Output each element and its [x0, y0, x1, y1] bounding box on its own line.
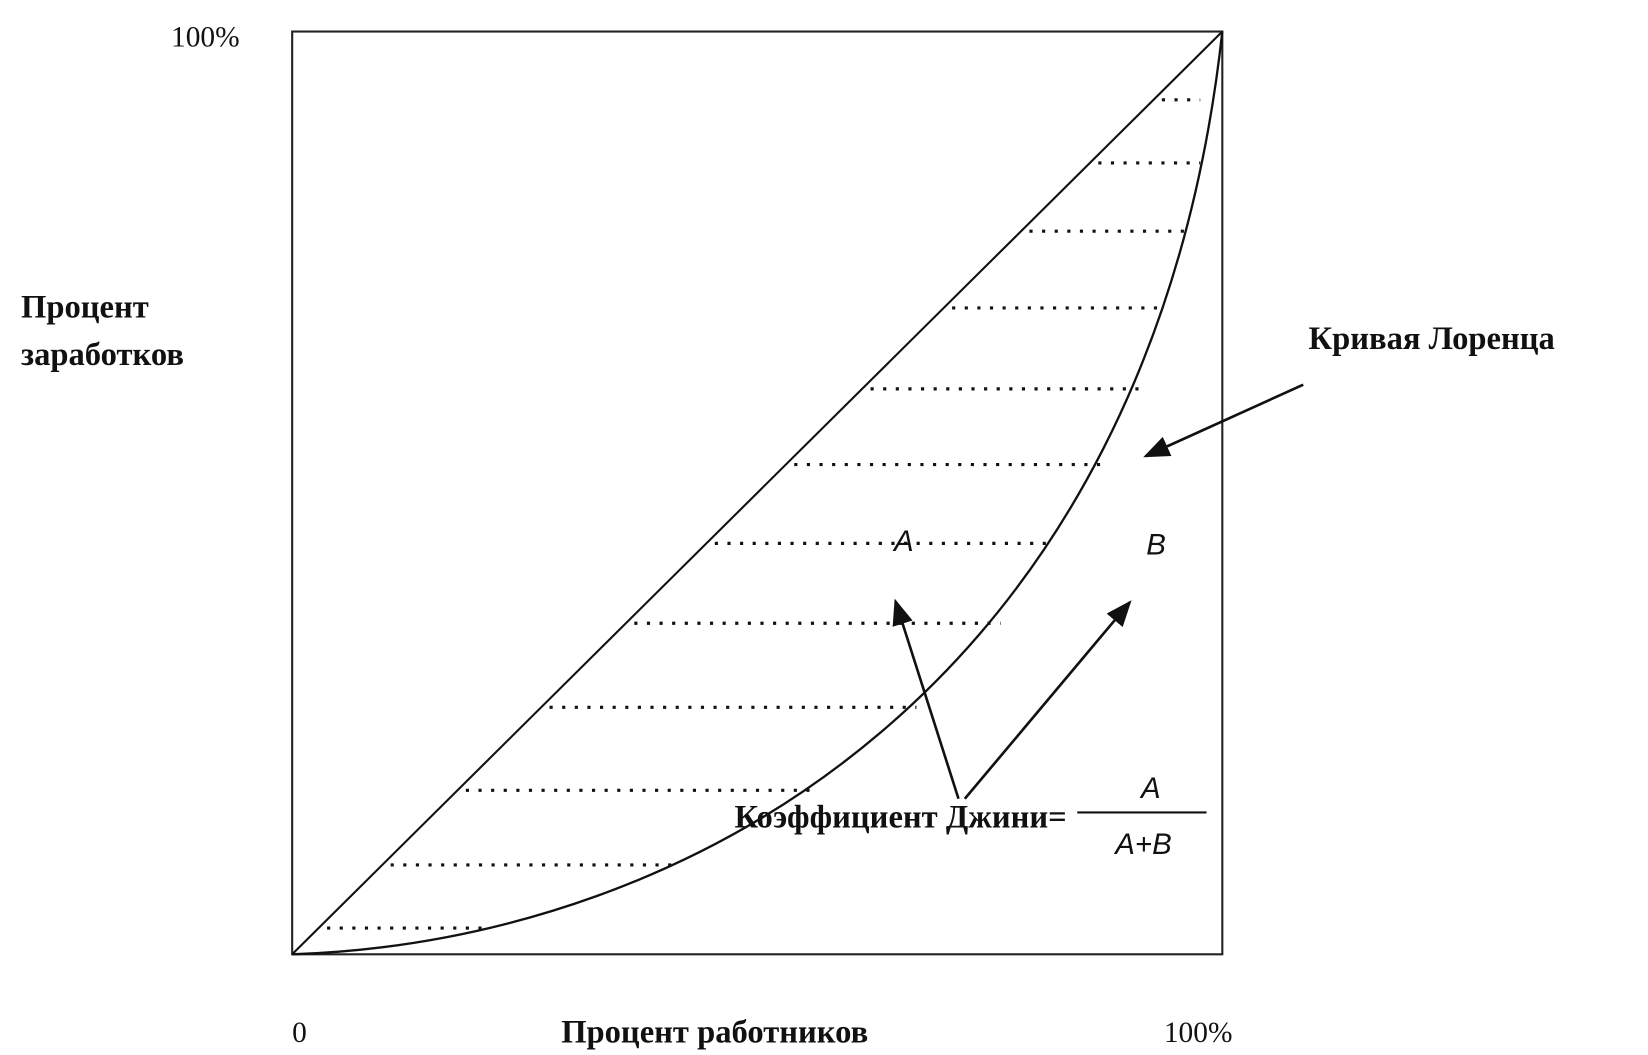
x-max-label: 100% [1164, 1017, 1233, 1049]
y-axis-label: заработков [21, 337, 184, 373]
x-axis-label: Процент работников [561, 1015, 868, 1051]
curve-arrow [1143, 383, 1304, 458]
curve-label: Кривая Лоренца [1308, 321, 1554, 357]
area-a-label: A [892, 525, 914, 558]
frame [291, 30, 1224, 956]
fraction-numerator: A [1139, 772, 1161, 805]
gini-arrow-a [892, 598, 960, 800]
x-origin-label: 0 [292, 1017, 307, 1049]
y-max-label: 100% [171, 22, 240, 54]
diagram-group: 100% Процент заработков 0 Процент работн… [21, 22, 1555, 1051]
fraction-denominator: A+B [1113, 828, 1171, 861]
gini-label: Коэффициент Джини= [734, 799, 1066, 835]
lorenz-curve [292, 31, 1224, 956]
y-axis-label: Процент [21, 290, 149, 326]
equality-line [291, 30, 1224, 956]
gini-arrow-b [963, 600, 1132, 800]
area-b-label: B [1146, 528, 1166, 561]
